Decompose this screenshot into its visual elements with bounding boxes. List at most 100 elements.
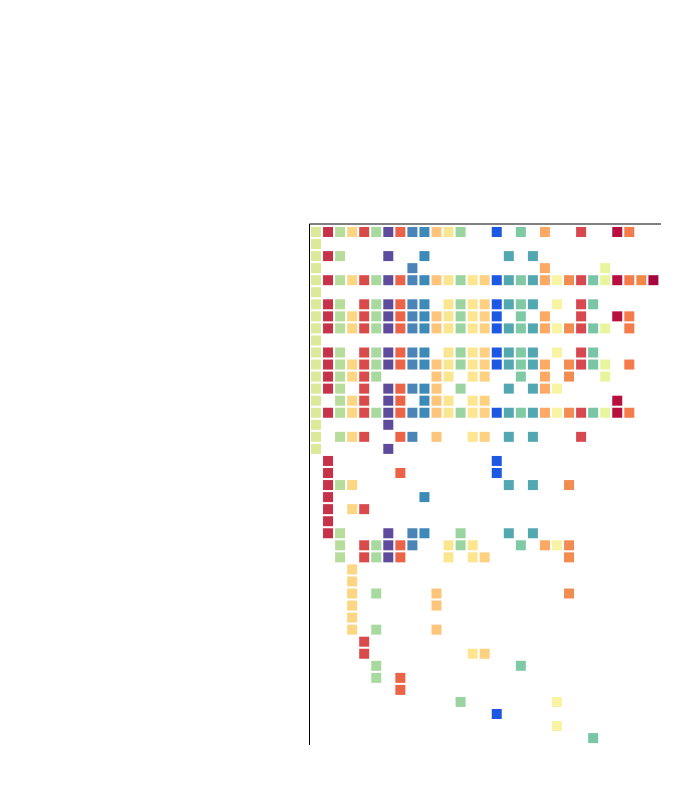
heatmap-cell [479,359,490,370]
heatmap-cell [576,407,587,418]
heatmap-cell [515,540,526,551]
heatmap-cell [395,672,406,683]
heatmap-cell [311,395,321,406]
heatmap-cell [539,311,550,322]
heatmap-cell [335,480,346,491]
heatmap-cell [431,275,442,286]
heatmap-cell [347,588,358,599]
heatmap-cell [443,347,454,358]
heatmap-cell [539,263,550,274]
heatmap-cell [419,528,430,539]
heatmap-cell [335,540,346,551]
heatmap-cell [515,275,526,286]
heatmap-cell [539,275,550,286]
heatmap-cell [383,383,394,394]
heatmap-cell [311,287,321,298]
heatmap-cell [419,359,430,370]
heatmap-cell [539,407,550,418]
heatmap-cell [612,227,623,237]
heatmap-cell [491,468,502,478]
heatmap-cell [479,648,490,659]
heatmap-cell [335,299,346,310]
heatmap-cell [491,311,502,322]
heatmap-cell [359,383,370,394]
heatmap-cell [371,407,382,418]
heatmap-cell [419,227,430,237]
heatmap-cell [311,323,321,334]
heatmap-cell [347,227,358,237]
heatmap-cell [491,407,502,418]
heatmap-cell [395,395,406,406]
heatmap-cell [359,540,370,551]
heatmap-cell [383,443,394,454]
heatmap-cell [359,275,370,286]
heatmap-cell [347,480,358,491]
heatmap-cell [431,359,442,370]
heatmap-cell [359,395,370,406]
heatmap-cell [395,299,406,310]
heatmap-cell [491,709,502,719]
heatmap-cell [443,540,454,551]
heatmap-cell [431,431,442,442]
heatmap-cell [515,347,526,358]
heatmap-cell [395,323,406,334]
heatmap-cell [383,552,394,563]
heatmap-cell [323,455,334,466]
heatmap-cell [539,227,550,237]
heatmap-cell [600,407,611,418]
heatmap-cell [323,347,334,358]
heatmap-cell [335,347,346,358]
heatmap-cell [503,299,514,310]
heatmap-cell [359,504,370,515]
heatmap-cell [347,371,358,382]
heatmap-cell [407,299,418,310]
heatmap-cell [467,323,478,334]
heatmap-cell [407,323,418,334]
heatmap-cell [527,528,538,539]
heatmap-cell [552,383,562,394]
heatmap-cell [419,251,430,262]
heatmap-cell [455,275,466,286]
heatmap-cell [576,311,587,322]
heatmap-cell [612,275,623,286]
heatmap-cell [347,564,358,575]
heatmap-cell [539,359,550,370]
heatmap-cell [383,275,394,286]
heatmap-cell [600,263,611,274]
heatmap-cell [347,359,358,370]
heatmap-cell [467,648,478,659]
heatmap-cell [419,383,430,394]
heatmap-cell [395,383,406,394]
heatmap-cell [371,227,382,237]
heatmap-cell [359,371,370,382]
heatmap-cell [323,323,334,334]
heatmap-cell [479,299,490,310]
heatmap-cell [467,275,478,286]
heatmap-cell [539,323,550,334]
heatmap-cell [311,383,321,394]
heatmap-cell [335,311,346,322]
heatmap-cell [467,407,478,418]
heatmap-cell [419,492,430,503]
heatmap-cell [467,552,478,563]
heatmap-cell [515,227,526,237]
heatmap-cell [503,347,514,358]
heatmap-cell [383,359,394,370]
heatmap-cell [395,275,406,286]
heatmap-cell [479,347,490,358]
heatmap-cell [371,552,382,563]
heatmap-cell [455,540,466,551]
heatmap-cell [311,431,321,442]
heatmap-cell [564,323,575,334]
heatmap-cell [347,407,358,418]
heatmap-cell [335,431,346,442]
heatmap-cell [347,311,358,322]
heatmap-cell [503,275,514,286]
heatmap-cell [371,299,382,310]
heatmap-cell [323,311,334,322]
heatmap-cell [564,588,575,599]
heatmap-cell [335,359,346,370]
heatmap-cell [335,275,346,286]
heatmap-cell [527,383,538,394]
